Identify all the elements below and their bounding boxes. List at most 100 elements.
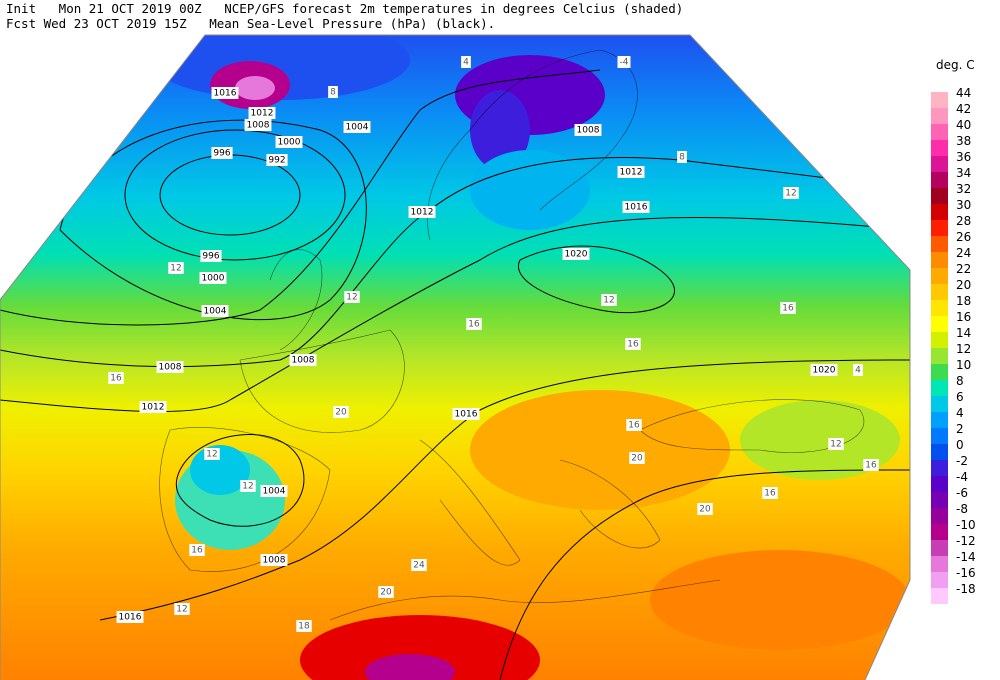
legend-swatch <box>931 268 948 284</box>
temperature-region <box>470 390 730 510</box>
isobar-label-bg <box>244 119 272 131</box>
temperature-label: 16 <box>468 320 480 330</box>
legend-label: 42 <box>956 102 971 116</box>
legend-label: 2 <box>956 422 964 436</box>
legend-swatch <box>931 284 948 300</box>
temperature-label-bg <box>697 503 713 515</box>
legend-swatch <box>931 444 948 460</box>
legend-swatch <box>931 252 948 268</box>
legend-swatch <box>931 396 948 412</box>
temperature-label-bg <box>174 603 190 615</box>
temperature-label-bg <box>344 291 360 303</box>
temperature-label-bg <box>411 559 427 571</box>
legend-label: 24 <box>956 246 971 260</box>
temperature-label-bg <box>168 262 184 274</box>
legend-title: deg. C <box>936 58 975 72</box>
temperature-label: 12 <box>242 482 253 492</box>
temperature-label: 24 <box>413 561 425 571</box>
legend-label: -12 <box>956 534 976 548</box>
legend-label: 32 <box>956 182 971 196</box>
temperature-label-bg <box>378 586 394 598</box>
isobar-label-bg <box>201 305 229 317</box>
temperature-label-bg <box>783 187 799 199</box>
temperature-label-bg <box>617 56 631 68</box>
isobar-label-bg <box>156 361 184 373</box>
legend-label: 10 <box>956 358 971 372</box>
legend-swatch <box>931 300 948 316</box>
legend-swatch <box>931 428 948 444</box>
temperature-region <box>470 150 590 230</box>
isobar-label-bg <box>211 87 239 99</box>
legend-label: -6 <box>956 486 968 500</box>
temperature-label: 12 <box>346 293 357 303</box>
isobar-label-bg <box>452 408 480 420</box>
legend-swatch <box>931 380 948 396</box>
temperature-label: 8 <box>330 88 336 98</box>
temperature-label-bg <box>762 487 778 499</box>
temperature-region <box>470 90 530 170</box>
temperature-label: 18 <box>298 622 310 632</box>
isobar-label-bg <box>211 147 233 159</box>
legend-swatch <box>931 556 948 572</box>
legend-swatch <box>931 204 948 220</box>
legend-label: -8 <box>956 502 968 516</box>
temperature-label-bg <box>863 459 879 471</box>
isobar-label: 1016 <box>214 89 237 99</box>
legend-label: 40 <box>956 118 971 132</box>
temperature-label: 8 <box>679 153 685 163</box>
legend-swatch <box>931 140 948 156</box>
legend-label: -18 <box>956 582 976 596</box>
isobar-label-bg <box>260 554 288 566</box>
legend-label: -10 <box>956 518 976 532</box>
temperature-label-bg <box>677 151 687 163</box>
isobar-label: 1008 <box>159 363 182 373</box>
temperature-label-bg <box>629 452 645 464</box>
legend-swatch <box>931 364 948 380</box>
legend-label: 6 <box>956 390 964 404</box>
isobar-label: 1004 <box>204 307 227 317</box>
legend-label: 34 <box>956 166 971 180</box>
isobar-label-bg <box>260 485 288 497</box>
isobar-label: 996 <box>202 252 219 262</box>
temperature-label: 20 <box>631 454 643 464</box>
legend-label: 38 <box>956 134 971 148</box>
legend-swatch <box>931 348 948 364</box>
legend-swatch <box>931 220 948 236</box>
legend-swatch <box>931 572 948 588</box>
temperature-label-bg <box>461 56 471 68</box>
isobar-label: 1012 <box>142 403 165 413</box>
isobar-label: 1016 <box>625 203 648 213</box>
temperature-label: 16 <box>764 489 776 499</box>
temperature-label-bg <box>625 338 641 350</box>
legend-label: 16 <box>956 310 971 324</box>
legend-label: 14 <box>956 326 971 340</box>
isobar-label-bg <box>199 272 227 284</box>
temperature-region <box>650 550 910 650</box>
temperature-label-bg <box>240 480 256 492</box>
map-labels: 1016 1012 1008 1000 992 996 1004 996 1000 1004 100… <box>108 56 879 632</box>
legend-label: 36 <box>956 150 971 164</box>
isobar-label: 1000 <box>202 274 225 284</box>
legend-label: -2 <box>956 454 968 468</box>
isobar-label: 1008 <box>263 556 286 566</box>
isobar-label: 1016 <box>119 613 142 623</box>
legend-swatch <box>931 172 948 188</box>
legend-label: 28 <box>956 214 971 228</box>
legend-swatch <box>931 236 948 252</box>
isobar-label: 1012 <box>411 208 434 218</box>
temperature-region <box>740 400 900 480</box>
temperature-region <box>365 654 455 680</box>
isobar-label-bg <box>343 121 371 133</box>
temperature-label: 20 <box>699 505 711 515</box>
legend-swatch <box>931 524 948 540</box>
map-border <box>0 34 911 680</box>
isobar-label-bg <box>266 154 288 166</box>
legend-label: 30 <box>956 198 971 212</box>
legend-label: 44 <box>956 86 971 100</box>
isobar-label: 1008 <box>577 126 600 136</box>
temperature-label-bg <box>828 438 844 450</box>
isobar-label-bg <box>139 401 167 413</box>
isobar-label-bg <box>116 611 144 623</box>
isobar-label: 1004 <box>263 487 286 497</box>
legend-swatch <box>931 476 948 492</box>
